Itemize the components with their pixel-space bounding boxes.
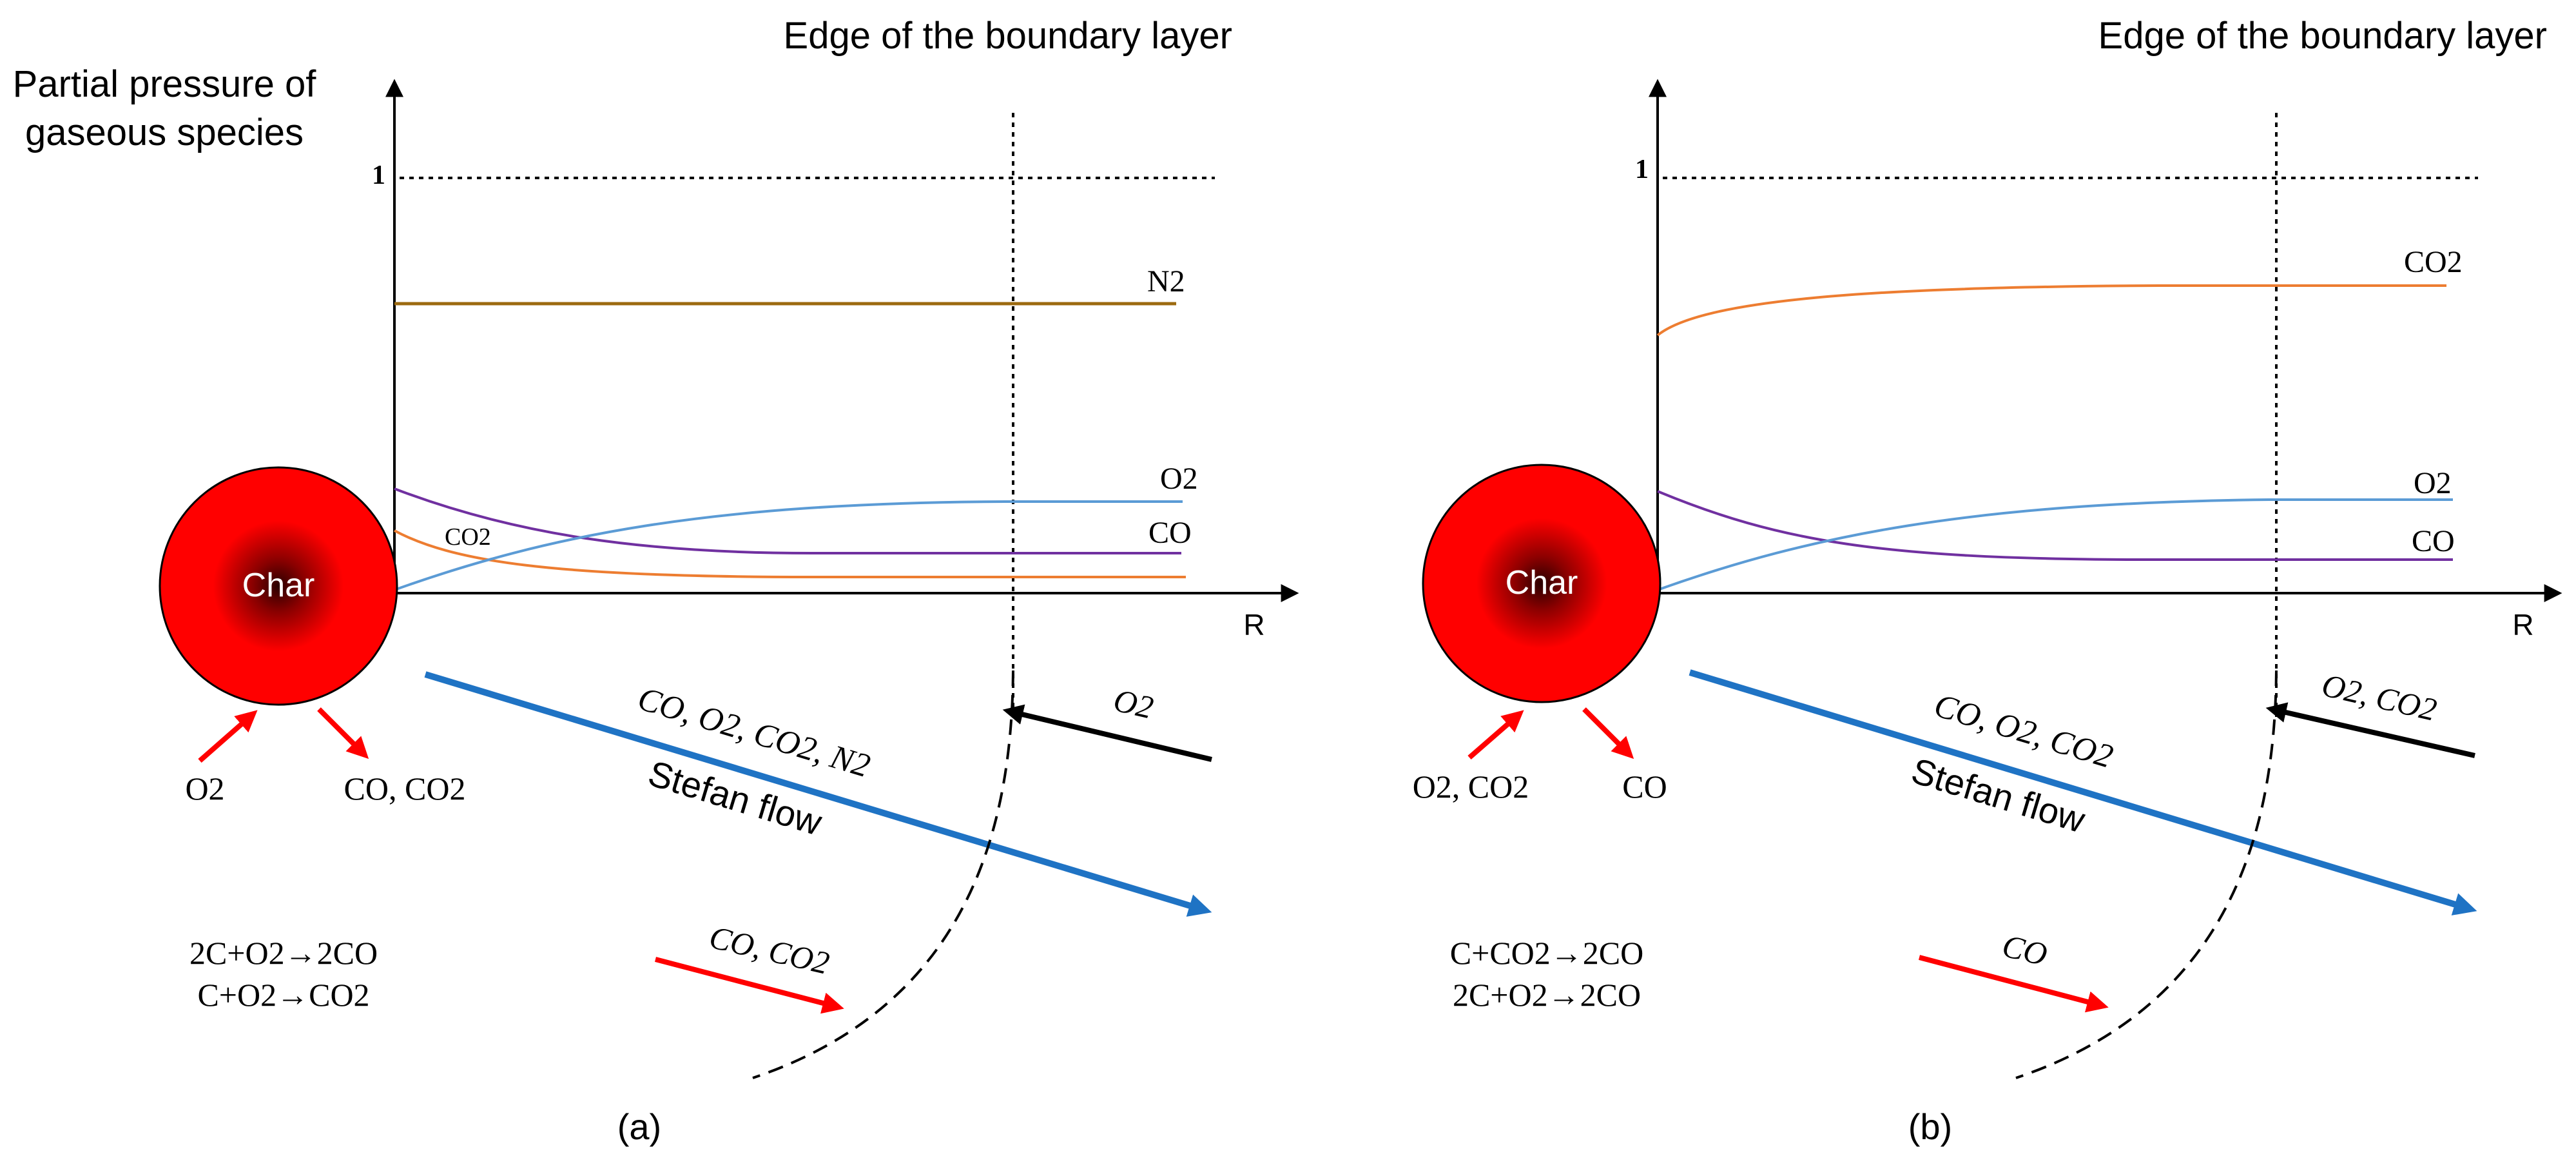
x-axis-label-a: R xyxy=(1243,608,1264,641)
edge-label-b: Edge of the boundary layer xyxy=(2098,15,2547,57)
y-axis-title-line2: gaseous species xyxy=(25,112,304,153)
inflow-species-a: O2 xyxy=(185,770,224,807)
reaction-1-a: 2C+O2→2CO xyxy=(189,935,378,971)
diffusion-out-arrow-b xyxy=(1918,955,2109,1013)
diffusion-in-arrow-b xyxy=(2265,702,2475,758)
o2-curve-b xyxy=(1657,498,2453,591)
diffusion-in-arrow-a xyxy=(1002,704,1212,762)
diffusion-in-species-a: O2 xyxy=(1110,681,1157,725)
reaction-1-b: C+CO2→2CO xyxy=(1450,935,1643,971)
o2-label-b: O2 xyxy=(2414,466,2452,500)
x-axis-label-b: R xyxy=(2512,608,2533,641)
co2-curve-b xyxy=(1656,284,2446,337)
char-particle-b xyxy=(1422,464,1661,703)
inflow-species-b: O2, CO2 xyxy=(1413,769,1529,805)
caption-b: (b) xyxy=(1908,1106,1952,1147)
diffusion-out-species-b: CO xyxy=(1999,927,2051,972)
char-label-a: Char xyxy=(242,567,315,604)
stefan-flow-arrow-a xyxy=(424,671,1212,917)
co-label-a: CO xyxy=(1148,516,1192,550)
boundary-curve-a xyxy=(752,670,1014,1079)
diffusion-out-arrow-a xyxy=(654,957,844,1014)
co-label-b: CO xyxy=(2412,524,2455,558)
n2-label-a: N2 xyxy=(1147,264,1185,299)
co2-label-a: CO2 xyxy=(445,524,491,551)
outflow-species-b: CO xyxy=(1622,769,1667,805)
o2-label-a: O2 xyxy=(1160,462,1198,496)
outflow-arrow-a xyxy=(317,707,369,759)
inflow-arrow-b xyxy=(1467,710,1524,760)
caption-a: (a) xyxy=(617,1106,661,1147)
co-curve-a xyxy=(394,487,1181,554)
inflow-arrow-a xyxy=(198,710,258,763)
tick-one-b: 1 xyxy=(1635,155,1649,184)
co2-label-b: CO2 xyxy=(2404,245,2463,279)
char-label-b: Char xyxy=(1506,564,1578,602)
y-axis-title-line1: Partial pressure of xyxy=(13,63,317,105)
outflow-arrow-b xyxy=(1582,707,1634,759)
diffusion-in-species-b: O2, CO2 xyxy=(2319,667,2441,728)
reaction-2-a: C+O2→CO2 xyxy=(197,977,369,1013)
panel-a: Edge of the boundary layer R 1 0 N2 O2 C… xyxy=(159,15,1299,1147)
tick-one-a: 1 xyxy=(372,161,385,190)
stefan-flow-arrow-b xyxy=(1689,669,2477,915)
co2-curve-a xyxy=(394,529,1186,578)
edge-label-a: Edge of the boundary layer xyxy=(784,15,1232,57)
panel-b: Edge of the boundary layer R 1 0 CO2 O2 … xyxy=(1413,15,2562,1147)
o2-curve-a xyxy=(394,500,1183,591)
co-curve-b xyxy=(1657,490,2453,561)
char-particle-a xyxy=(159,466,398,706)
reaction-2-b: 2C+O2→2CO xyxy=(1453,977,1641,1013)
outflow-species-a: CO, CO2 xyxy=(344,770,466,807)
diffusion-out-species-a: CO, CO2 xyxy=(706,919,833,981)
boundary-curve-b xyxy=(2015,670,2278,1079)
